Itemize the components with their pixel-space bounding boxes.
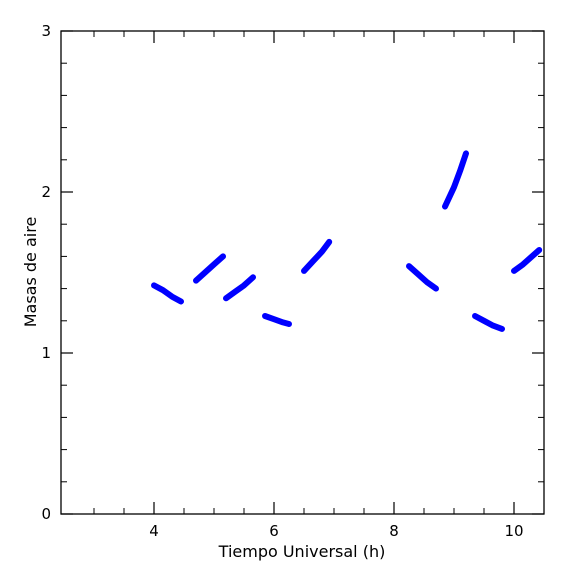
x-tick-label: 4 <box>149 522 159 540</box>
x-tick-label: 6 <box>269 522 279 540</box>
y-tick-label: 2 <box>41 183 51 201</box>
series-segment-3 <box>223 274 256 302</box>
series-segment-7 <box>442 150 469 210</box>
y-axis-label: Masas de aire <box>21 217 40 328</box>
y-tick-label: 0 <box>41 505 51 523</box>
plot-frame <box>60 30 545 515</box>
x-tick-label: 10 <box>504 522 523 540</box>
x-tick-labels: 4 6 8 10 <box>149 522 523 540</box>
series-layer <box>151 150 543 332</box>
minor-ticks <box>61 31 545 514</box>
series-segment-8 <box>472 313 505 332</box>
series-segment-5 <box>301 238 333 274</box>
series-segment-9 <box>511 247 543 274</box>
series-segment-1 <box>151 282 184 305</box>
series-segment-2 <box>193 253 226 284</box>
y-tick-labels: 0 1 2 3 <box>41 22 51 523</box>
y-tick-label: 3 <box>41 22 51 40</box>
x-tick-label: 8 <box>389 522 399 540</box>
y-tick-label: 1 <box>41 344 51 362</box>
series-segment-4 <box>262 313 292 327</box>
major-ticks <box>61 30 544 515</box>
x-axis-label: Tiempo Universal (h) <box>218 542 386 561</box>
series-segment-6 <box>406 263 439 292</box>
